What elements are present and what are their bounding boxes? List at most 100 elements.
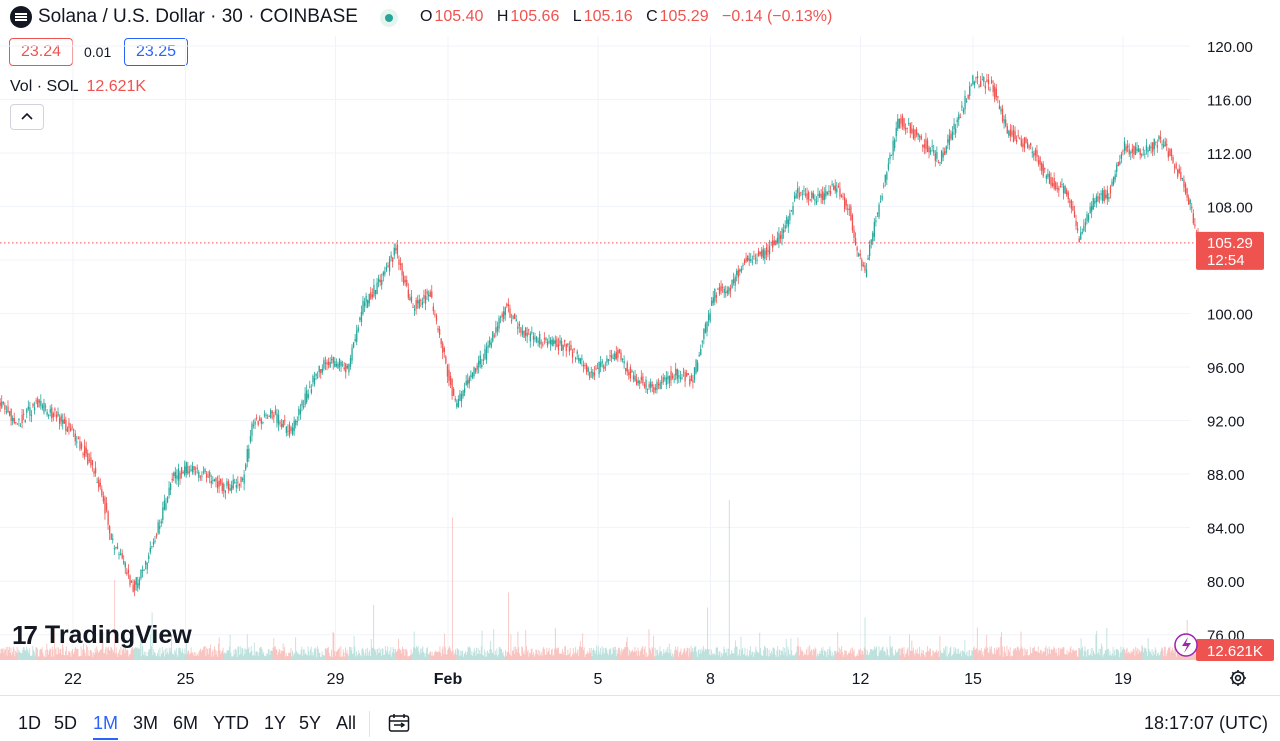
- volume-bar: [757, 653, 759, 660]
- tradingview-logo[interactable]: 17 TradingView: [12, 620, 192, 651]
- volume-bar: [904, 656, 906, 660]
- volume-bar: [501, 649, 502, 660]
- candle-body: [1152, 142, 1154, 152]
- volume-bar: [221, 650, 223, 660]
- volume-bar: [508, 653, 510, 660]
- candle-body: [23, 413, 25, 415]
- volume-bar: [194, 655, 196, 660]
- volume-bar: [679, 651, 681, 660]
- volume-bar: [376, 655, 378, 660]
- candle-body: [265, 414, 267, 416]
- candle-body: [990, 80, 993, 84]
- bar-countdown-label: 12:54: [1207, 252, 1245, 269]
- candle-body: [379, 279, 381, 283]
- volume-bar: [905, 652, 907, 660]
- candle-body: [808, 192, 810, 200]
- volume-bar: [808, 654, 810, 660]
- candle-body: [568, 346, 571, 352]
- volume-bar: [15, 652, 17, 660]
- volume-bar: [50, 649, 52, 660]
- candle-body: [1100, 193, 1102, 196]
- timeframe-5y[interactable]: 5Y: [299, 713, 322, 733]
- volume-bar: [474, 650, 476, 660]
- candle-body: [908, 122, 910, 124]
- volume-bar: [1050, 653, 1052, 660]
- volume-bar: [1121, 649, 1123, 660]
- volume-bar: [340, 646, 342, 660]
- candle-body: [629, 367, 632, 379]
- settings-gear-icon[interactable]: [1228, 668, 1248, 688]
- volume-bar: [449, 647, 451, 660]
- volume-bar: [3, 652, 5, 660]
- candle-body: [897, 118, 899, 129]
- volume-bar: [1019, 650, 1020, 660]
- collapse-legend-button[interactable]: [10, 104, 44, 130]
- candle-body: [795, 193, 797, 198]
- candle-body: [845, 199, 847, 206]
- volume-bar: [721, 655, 723, 660]
- volume-bar: [535, 649, 537, 660]
- volume-bar: [351, 647, 353, 660]
- candle-body: [653, 387, 655, 393]
- volume-bar: [327, 647, 329, 660]
- utc-clock[interactable]: 18:17:07 (UTC): [1143, 713, 1268, 733]
- volume-bar: [151, 612, 153, 660]
- candle-body: [495, 327, 497, 334]
- symbol-title[interactable]: Solana / U.S. Dollar · 30 · COINBASE: [38, 6, 358, 27]
- timeframe-1m[interactable]: 1M: [93, 713, 119, 740]
- candle-body: [922, 144, 924, 148]
- volume-bar: [222, 647, 224, 660]
- volume-bar: [471, 651, 473, 660]
- volume-bar: [254, 655, 256, 660]
- candle-body: [293, 420, 295, 432]
- candle-body: [570, 344, 572, 351]
- volume-bar: [278, 648, 280, 660]
- candle-body: [1020, 139, 1022, 146]
- candle-body: [335, 363, 338, 367]
- candle-body: [449, 375, 452, 385]
- timeframe-5d[interactable]: 5D: [54, 713, 78, 733]
- date-range-icon[interactable]: [388, 713, 410, 733]
- volume-bar: [680, 648, 682, 660]
- candle-body: [792, 205, 794, 215]
- buy-button[interactable]: 23.25: [124, 38, 188, 66]
- last-price-label: 105.29: [1207, 235, 1253, 252]
- volume-bar: [1077, 656, 1079, 660]
- volume-bar: [513, 646, 515, 660]
- price-chart[interactable]: 120.00116.00112.00108.00104.00100.0096.0…: [0, 36, 1280, 696]
- volume-bar: [1040, 650, 1042, 660]
- volume-bar: [7, 646, 9, 660]
- timeframe-6m[interactable]: 6M: [173, 713, 199, 733]
- volume-bar: [190, 647, 192, 660]
- candle-body: [343, 367, 345, 370]
- timeframe-all[interactable]: All: [336, 713, 357, 733]
- low-label: L: [572, 8, 582, 25]
- x-tick-label: 29: [327, 671, 345, 688]
- volume-bar: [106, 654, 108, 660]
- volume-bar: [946, 646, 948, 660]
- volume-bar: [8, 649, 10, 660]
- volume-bar: [302, 649, 304, 660]
- candle-body: [814, 198, 816, 201]
- volume-bar: [335, 651, 337, 660]
- candle-body: [33, 407, 36, 411]
- candle-body: [1073, 211, 1076, 218]
- candle-body: [643, 384, 646, 387]
- volume-bar: [938, 656, 940, 660]
- timeframe-3m[interactable]: 3M: [133, 713, 159, 733]
- volume-bar: [315, 647, 317, 660]
- timeframe-ytd[interactable]: YTD: [213, 713, 249, 733]
- timeframe-1y[interactable]: 1Y: [264, 713, 287, 733]
- candle-body: [903, 118, 905, 129]
- candle-body: [1031, 151, 1033, 153]
- volume-bar: [46, 643, 48, 660]
- candle-body: [426, 291, 428, 295]
- candle-body: [637, 380, 639, 384]
- candle-body: [467, 380, 469, 385]
- candle-body: [298, 408, 300, 416]
- volume-bar: [171, 653, 173, 660]
- candle-body: [73, 429, 75, 431]
- last-price-badge[interactable]: [1196, 231, 1264, 270]
- y-tick-label: 116.00: [1207, 93, 1252, 110]
- timeframe-1d[interactable]: 1D: [18, 713, 42, 733]
